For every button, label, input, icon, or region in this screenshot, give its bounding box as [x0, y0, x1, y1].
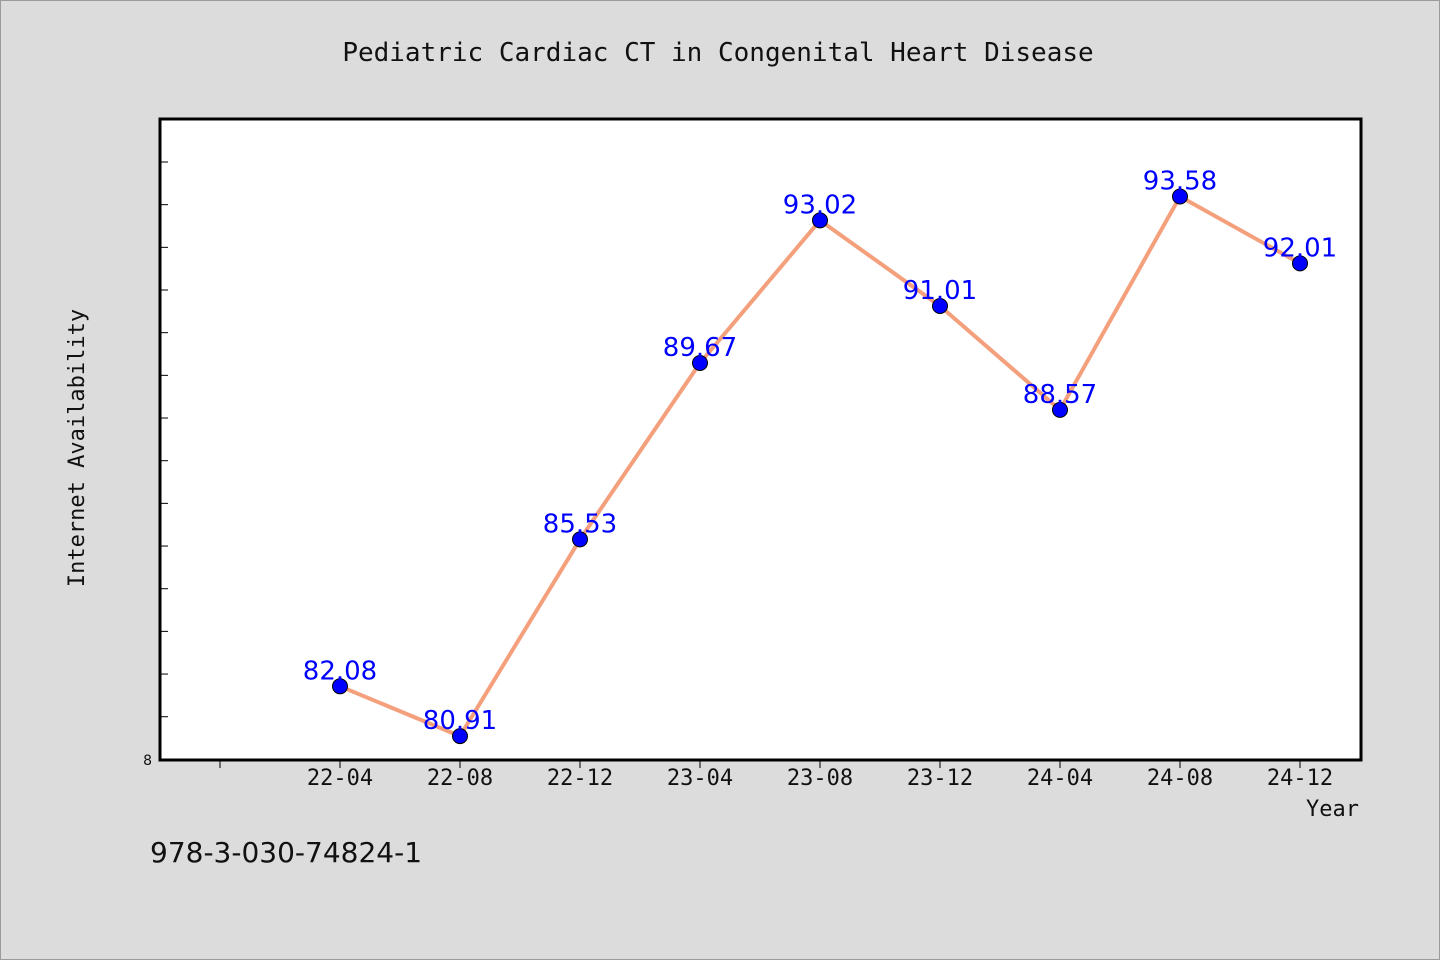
- x-tick-label: 22-12: [547, 766, 613, 791]
- x-axis-ticks: 22-04 22-08 22-12 23-04 23-08 23-12 24-04 24-08…: [219, 760, 1333, 791]
- data-label: 92.01: [1263, 233, 1337, 263]
- data-label: 85.53: [543, 509, 617, 539]
- y-axis-label: Internet Availability: [65, 309, 90, 587]
- data-labels-layer: 82.08 80.91 85.53 89.67 93.02 91.01 88.57 93.58…: [303, 167, 1337, 737]
- data-point: [1052, 401, 1068, 418]
- data-label: 91.01: [903, 276, 977, 306]
- data-label: 93.58: [1143, 167, 1217, 197]
- data-point: [932, 298, 948, 314]
- x-tick-label: 22-04: [307, 766, 373, 791]
- x-tick-label: 24-12: [1267, 766, 1333, 791]
- plot-area: [158, 117, 1363, 762]
- x-tick-label: 24-08: [1147, 766, 1213, 791]
- data-point: [1172, 188, 1188, 205]
- data-point: [812, 212, 828, 229]
- data-label: 88.57: [1023, 380, 1097, 410]
- series-layer: [332, 188, 1308, 745]
- data-point: [452, 728, 468, 745]
- x-tick-label: 23-04: [667, 766, 733, 791]
- data-label: 80.91: [423, 706, 497, 736]
- footer-code: 978-3-030-74824-1: [150, 836, 422, 869]
- y-axis-ticks: [160, 161, 168, 718]
- data-label: 93.02: [783, 190, 857, 220]
- x-tick-label: 23-08: [787, 766, 853, 791]
- data-point: [1292, 255, 1308, 272]
- chart-title: Pediatric Cardiac CT in Congenital Heart…: [342, 38, 1093, 68]
- x-tick-label: 24-04: [1027, 766, 1093, 791]
- x-tick-label: 22-08: [427, 766, 493, 791]
- data-point: [332, 678, 348, 695]
- y-axis-min-label: 8: [143, 753, 152, 769]
- x-axis-label: Year: [1306, 797, 1359, 822]
- data-label: 82.08: [303, 656, 377, 686]
- data-label: 89.67: [663, 333, 737, 363]
- data-point: [692, 355, 708, 371]
- x-tick-label: 23-12: [907, 766, 973, 791]
- data-point: [572, 531, 588, 548]
